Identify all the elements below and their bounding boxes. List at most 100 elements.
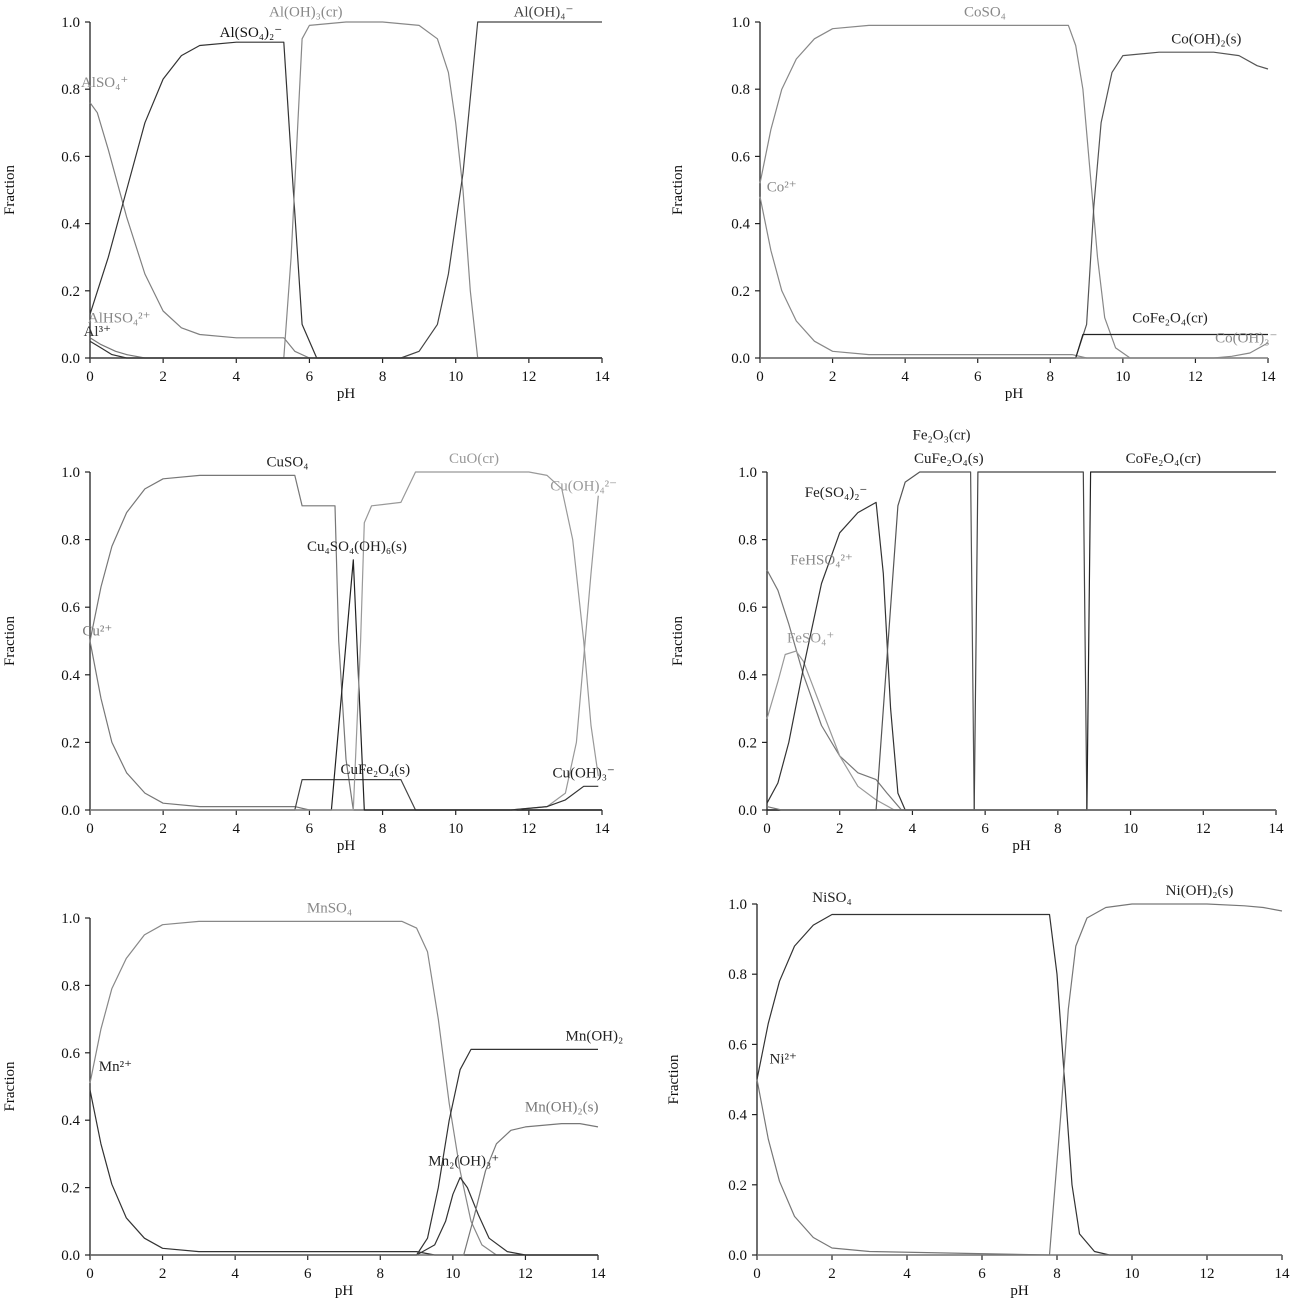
y-tick-label: 0.8: [728, 967, 747, 983]
x-tick-label: 4: [903, 1266, 911, 1282]
species-label: CoSO₄: [964, 5, 1006, 21]
species-label: CuFe₂O₄(s): [914, 451, 984, 467]
x-tick-label: 12: [1196, 821, 1211, 837]
x-axis-title: pH: [335, 1283, 354, 1299]
x-tick-label: 0: [86, 1266, 94, 1282]
y-tick-label: 1.0: [728, 897, 747, 913]
y-axis-title: Fraction: [670, 616, 686, 666]
x-tick-label: 14: [591, 1266, 607, 1282]
x-tick-label: 12: [1188, 369, 1203, 385]
x-tick-label: 0: [86, 369, 94, 385]
series-line-cu-oh-3: [510, 785, 599, 811]
y-tick-label: 0.2: [61, 1181, 80, 1197]
species-label: Ni²⁺: [770, 1051, 797, 1067]
x-tick-label: 2: [828, 1266, 836, 1282]
y-tick-label: 0.8: [61, 978, 80, 994]
x-tick-label: 4: [909, 821, 917, 837]
series-line-cuso4: [89, 474, 602, 811]
y-tick-label: 0.0: [61, 351, 80, 367]
y-tick-label: 0.2: [61, 284, 80, 300]
x-tick-label: 2: [836, 821, 844, 837]
species-label: Cu(OH)₃⁻: [553, 766, 615, 782]
x-tick-label: 4: [231, 1266, 239, 1282]
x-tick-label: 8: [1047, 369, 1055, 385]
series-line-niso4: [756, 913, 1282, 1256]
y-tick-label: 0.6: [728, 1037, 747, 1053]
x-tick-label: 8: [1054, 821, 1062, 837]
chart-panel-copper: 0 2 4 6 8 10 12 14 0.0 0.2 0.4 0.6 0.8 1.0 pH Fraction C…: [2, 451, 617, 854]
series-line-ni2: [756, 1079, 1282, 1256]
x-tick-label: 8: [1053, 1266, 1061, 1282]
series-line-co-oh-3: [760, 342, 1269, 359]
species-label: Mn(OH)₂: [566, 1029, 624, 1045]
y-tick-label: 0.2: [738, 735, 757, 751]
x-tick-label: 12: [1200, 1266, 1215, 1282]
x-tick-label: 8: [379, 821, 387, 837]
species-label: AlSO₄⁺: [81, 75, 128, 91]
y-tick-label: 0.0: [61, 1248, 80, 1264]
x-tick-label: 10: [1123, 821, 1138, 837]
species-label: CoFe₂O₄(cr): [1126, 451, 1201, 467]
x-tick-label: 14: [595, 821, 611, 837]
series-line-ni-oh-2-s: [757, 903, 1283, 1256]
species-label: Mn²⁺: [99, 1059, 132, 1075]
x-tick-label: 2: [829, 369, 837, 385]
species-label: Fe₂O₃(cr): [913, 428, 971, 444]
series-line-feso4: [766, 650, 1276, 811]
species-label: Co²⁺: [767, 179, 797, 195]
chart-panel-manganese: 0 2 4 6 8 10 12 14 0.0 0.2 0.4 0.6 0.8 1.0 pH Fraction M…: [2, 901, 623, 1299]
x-tick-label: 0: [86, 821, 94, 837]
y-axis-title: Fraction: [2, 165, 18, 215]
species-label: Al(SO₄)₂⁻: [220, 25, 283, 41]
species-label: CuSO₄: [267, 455, 309, 471]
y-tick-label: 0.0: [738, 803, 757, 819]
x-tick-label: 0: [756, 369, 764, 385]
species-label: Mn₂(OH)₃⁺: [428, 1153, 499, 1169]
y-tick-label: 0.6: [731, 149, 750, 165]
species-label: MnSO₄: [307, 901, 352, 917]
series-line-cu2: [89, 640, 602, 811]
y-tick-label: 0.2: [61, 735, 80, 751]
y-tick-label: 0.4: [61, 668, 80, 684]
series-line-also4: [89, 102, 602, 359]
y-tick-label: 0.4: [731, 217, 750, 233]
x-axis-title: pH: [337, 838, 356, 854]
x-tick-label: 12: [518, 1266, 533, 1282]
x-tick-label: 14: [1269, 821, 1285, 837]
y-tick-label: 1.0: [61, 15, 80, 31]
y-axis-title: Fraction: [2, 1061, 18, 1111]
x-tick-label: 12: [521, 369, 536, 385]
species-label: Co(OH)₃⁻: [1215, 331, 1277, 347]
x-tick-label: 2: [159, 1266, 167, 1282]
x-tick-label: 10: [1115, 369, 1130, 385]
species-label: Cu₄SO₄(OH)₆(s): [307, 539, 407, 555]
x-tick-label: 14: [595, 369, 611, 385]
species-label: NiSO₄: [812, 890, 851, 906]
x-tick-label: 14: [1275, 1266, 1291, 1282]
species-label: CoFe₂O₄(cr): [1132, 310, 1207, 326]
chart-panel-iron: 0 2 4 6 8 10 12 14 0.0 0.2 0.4 0.6 0.8 1.0 pH Fraction F…: [670, 428, 1284, 854]
x-tick-label: 6: [974, 369, 982, 385]
chart-panel-aluminum: 0 2 4 6 8 10 12 14 0.0 0.2 0.4 0.6 0.8 1.0 pH Fraction A…: [2, 5, 610, 402]
series-line-co2: [759, 196, 1268, 359]
series-line-mn2: [89, 1089, 598, 1256]
x-tick-label: 6: [306, 369, 314, 385]
x-tick-label: 4: [233, 369, 241, 385]
species-label: Al(OH)₃(cr): [269, 5, 343, 21]
x-tick-label: 8: [377, 1266, 385, 1282]
x-tick-label: 2: [159, 821, 167, 837]
y-tick-label: 0.6: [61, 600, 80, 616]
series-line-mn2-oh-3: [90, 1176, 598, 1256]
series-line-alhso42: [89, 337, 602, 359]
species-label: Ni(OH)₂(s): [1166, 883, 1234, 899]
series-line-fe-so4-2: [766, 501, 1276, 811]
x-tick-label: 10: [448, 821, 463, 837]
y-tick-label: 0.8: [61, 533, 80, 549]
series-line-al-so4-2: [89, 41, 602, 359]
x-tick-label: 0: [763, 821, 771, 837]
x-tick-label: 6: [978, 1266, 986, 1282]
y-tick-label: 0.6: [61, 1046, 80, 1062]
y-tick-label: 0.4: [738, 668, 757, 684]
species-label: FeSO₄⁺: [787, 630, 834, 646]
series-line-mnso4: [89, 920, 598, 1256]
